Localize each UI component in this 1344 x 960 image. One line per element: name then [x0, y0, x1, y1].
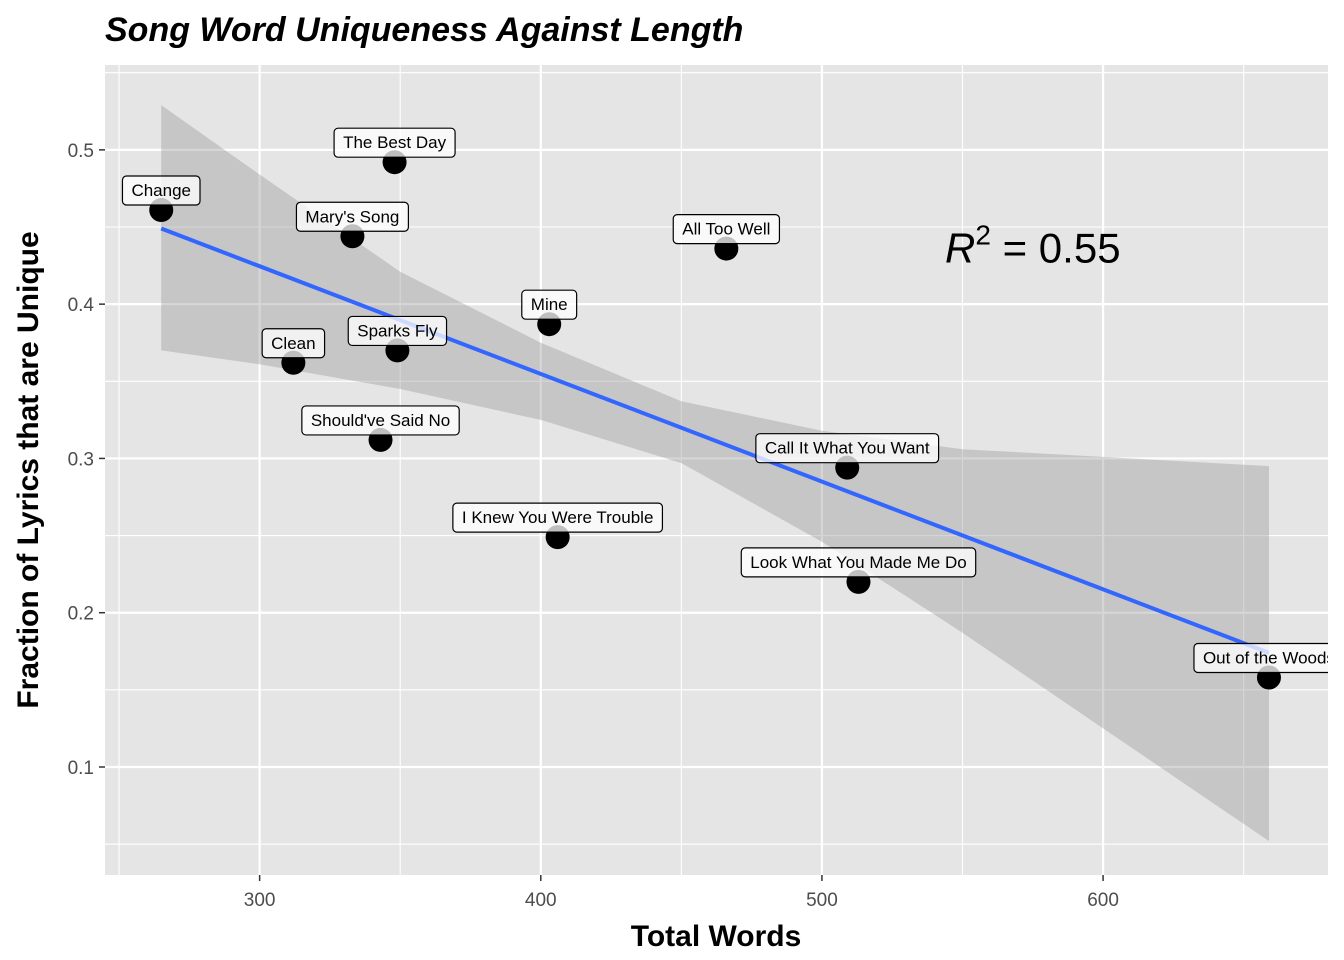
point-label: Call It What You Want: [755, 433, 940, 464]
x-tick-label: 600: [1087, 890, 1119, 911]
x-axis-title: Total Words: [631, 920, 802, 953]
point-label-box: [121, 175, 201, 206]
fit-line-layer: [160, 226, 1270, 655]
x-tick-label: 400: [525, 890, 557, 911]
plot-panel: [105, 65, 1328, 875]
point-label-box: [261, 328, 326, 359]
point-label: The Best Day: [333, 127, 456, 158]
point-label: Mary's Song: [295, 201, 409, 232]
point-label-box: [295, 201, 409, 232]
point-label-box: [1193, 642, 1328, 674]
point-label-box: [452, 502, 664, 533]
regression-line: [160, 226, 1270, 655]
point-label-box: [333, 127, 456, 158]
point-label-text: Call It What You Want: [765, 439, 930, 458]
point-label-text: Out of the Woods: [1203, 649, 1335, 668]
point-label-box: [672, 214, 781, 245]
y-tick-label: 0.5: [68, 141, 94, 162]
point-label-text: Mine: [531, 295, 568, 314]
point-labels-layer: Change The Best Day Mary's Song All Too Wel…: [121, 127, 1335, 674]
point-label: Sparks Fly: [347, 315, 448, 347]
y-tick-label: 0.4: [68, 295, 95, 316]
y-axis-ticks: 0.1 0.2 0.3 0.4 0.5: [68, 141, 105, 779]
point-label: Out of the Woods: [1193, 642, 1335, 674]
point-label-text: Mary's Song: [305, 207, 399, 226]
chart-title: Song Word Uniqueness Against Length: [105, 11, 743, 49]
grid-major: [105, 65, 1328, 875]
annotation-layer: R2 = 0.55: [945, 220, 1121, 272]
confidence-band-layer: [161, 105, 1270, 842]
point-label-text: All Too Well: [682, 220, 770, 239]
y-tick-label: 0.3: [68, 449, 94, 470]
point-label: Change: [121, 175, 201, 206]
y-axis-title: Fraction of Lyrics that are Unique: [12, 231, 45, 708]
point-label: Look What You Made Me Do: [740, 547, 977, 578]
point-label: Should've Said No: [301, 405, 460, 436]
point-label-text: I Knew You Were Trouble: [462, 508, 654, 527]
point-label: I Knew You Were Trouble: [452, 502, 664, 533]
point-label-box: [301, 405, 460, 436]
point-label-text: Look What You Made Me Do: [750, 553, 966, 572]
point-label-box: [347, 315, 448, 347]
point-label: All Too Well: [672, 214, 781, 245]
point-label-text: Should've Said No: [311, 411, 450, 430]
confidence-band: [161, 105, 1270, 842]
y-tick-label: 0.1: [68, 758, 94, 779]
point-label: Mine: [521, 289, 578, 320]
point-label-box: [521, 289, 578, 320]
x-tick-label: 500: [806, 890, 838, 911]
x-axis-ticks: 300 400 500 600: [244, 875, 1119, 911]
point-label-text: Clean: [271, 334, 315, 353]
r-squared-annotation: R2 = 0.55: [945, 220, 1121, 272]
point-label-box: [755, 433, 940, 464]
point-label-text: The Best Day: [343, 133, 446, 152]
y-tick-label: 0.2: [68, 604, 94, 625]
point-label-box: [740, 547, 977, 578]
point-label: Clean: [261, 328, 326, 359]
x-tick-label: 300: [244, 890, 276, 911]
point-label-text: Sparks Fly: [357, 321, 438, 340]
point-label-text: Change: [131, 181, 191, 200]
